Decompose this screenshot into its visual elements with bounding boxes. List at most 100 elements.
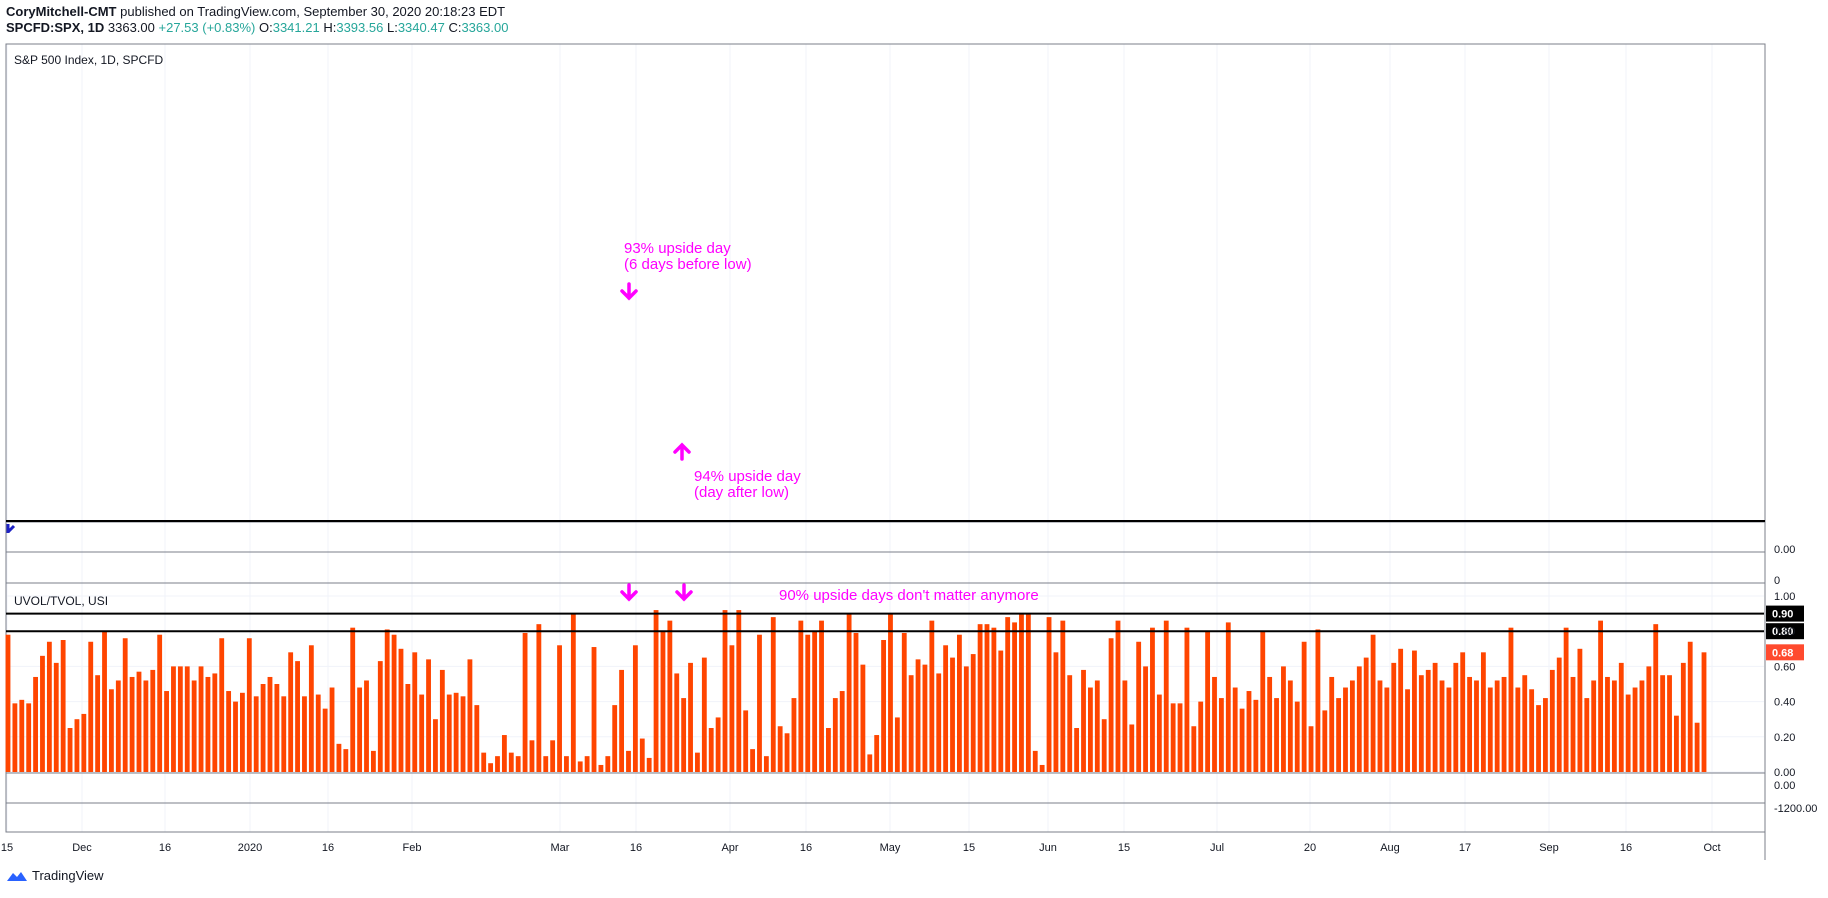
uvol-bar (1701, 652, 1707, 772)
uvol-bar (1308, 726, 1314, 772)
uvol-bar (1218, 698, 1224, 772)
uvol-bar (508, 752, 514, 772)
uvol-bar (398, 648, 404, 772)
uvol-bar (5, 634, 11, 772)
uvol-bar (626, 750, 631, 772)
uvol-bar (446, 694, 452, 772)
symbol-label: SPCFD:SPX, 1D (6, 20, 105, 35)
uvol-bar (812, 631, 818, 772)
uvol-bar (1474, 680, 1479, 772)
low-label: L: (386, 20, 398, 35)
uvol-bar (750, 749, 755, 772)
uvol-bar (1225, 622, 1231, 772)
uvol-bar (881, 640, 886, 772)
uvol-bar (226, 691, 232, 772)
high-value: 3393.56 (336, 20, 384, 35)
pane-tick-label: 0 (1774, 575, 1780, 587)
uvol-bar (701, 657, 707, 772)
uvol-bar (1412, 650, 1417, 772)
uvol-bar (550, 740, 556, 772)
x-tick-label: 16 (159, 842, 171, 854)
uvol-bar (453, 692, 459, 772)
up-arrow-icon (673, 442, 691, 461)
uvol-bar (784, 733, 790, 772)
uvol-bar (1232, 687, 1238, 772)
uvol-bar (1019, 613, 1024, 772)
uvol-bar (1639, 680, 1645, 772)
uvol-bar (1101, 719, 1107, 772)
uvol-bar (1543, 698, 1548, 772)
uvol-bar (681, 698, 687, 772)
uvol-bar (40, 655, 45, 772)
blue-marker-icon (6, 524, 16, 534)
uvol-bar (901, 632, 907, 772)
uvol-bar (605, 756, 611, 772)
pane-tick-label: -1200.00 (1774, 803, 1817, 815)
uvol-bar (315, 694, 321, 772)
uvol-bar (81, 713, 87, 772)
uvol-bar (350, 627, 356, 772)
uvol-bar (1591, 680, 1597, 772)
uvol-bar (1287, 680, 1293, 772)
annotation-94-subtitle: (day after low) (694, 484, 789, 501)
uvol-bar (46, 641, 52, 772)
tradingview-brand[interactable]: TradingView (32, 868, 104, 883)
uvol-bar (336, 743, 342, 772)
x-tick-label: Mar (551, 842, 570, 854)
uvol-bar (1536, 705, 1541, 772)
uvol-bar (1122, 680, 1128, 772)
uvol-bar (33, 676, 38, 772)
uvol-bar (253, 696, 259, 772)
uvol-bar (1156, 694, 1162, 772)
uvol-bar (1674, 715, 1679, 772)
uvol-bar (391, 634, 397, 772)
annotation-90-days: 90% upside days don't matter anymore (779, 587, 1039, 604)
price-pane-title: S&P 500 Index, 1D, SPCFD (14, 53, 164, 67)
uvol-bar (1343, 687, 1348, 772)
uvol-bar (791, 698, 797, 772)
uvol-bar (426, 659, 431, 772)
uvol-bar (12, 703, 18, 772)
uvol-bar (1667, 675, 1672, 772)
uvol-bar (660, 631, 666, 772)
uvol-bar (1260, 631, 1266, 772)
threshold-tag-text: 0.80 (1772, 626, 1793, 638)
uvol-bar (1274, 698, 1279, 772)
pane-tick-label: 0.00 (1774, 544, 1795, 556)
x-tick-label: 17 (1459, 842, 1471, 854)
uvol-bar (1377, 680, 1383, 772)
uvol-bar (1625, 694, 1631, 772)
uvol-bar (67, 728, 73, 772)
uvol-bar (260, 684, 266, 772)
x-tick-label: 15 (1, 842, 13, 854)
uvol-bar (1467, 676, 1473, 772)
close-value: 3363.00 (461, 20, 509, 35)
footer: TradingView (6, 868, 104, 883)
uvol-bar (343, 749, 349, 772)
uvol-bar (646, 757, 652, 772)
uvol-bar (543, 756, 549, 772)
uvol-bar (984, 624, 990, 772)
uvol-bar (612, 705, 618, 772)
indicator-tick-label: 0.40 (1774, 697, 1795, 709)
uvol-bar (412, 652, 418, 772)
uvol-bar (191, 680, 197, 772)
threshold-tag (1766, 605, 1804, 622)
uvol-bar (171, 666, 176, 772)
uvol-bar (102, 631, 107, 772)
uvol-bar (1598, 620, 1603, 772)
uvol-bar (1584, 698, 1590, 772)
x-tick-label: May (880, 842, 901, 854)
uvol-bar (1405, 689, 1410, 772)
author-name[interactable]: CoryMitchell-CMT (6, 4, 117, 19)
uvol-bar (1129, 724, 1135, 772)
tradingview-logo-icon[interactable] (6, 870, 28, 882)
uvol-bar (970, 654, 976, 772)
uvol-bar (233, 701, 238, 772)
uvol-bar (1170, 703, 1176, 772)
uvol-bar (1081, 669, 1086, 772)
uvol-bar (295, 661, 300, 772)
uvol-bar (1501, 676, 1507, 772)
uvol-bar (370, 750, 376, 772)
